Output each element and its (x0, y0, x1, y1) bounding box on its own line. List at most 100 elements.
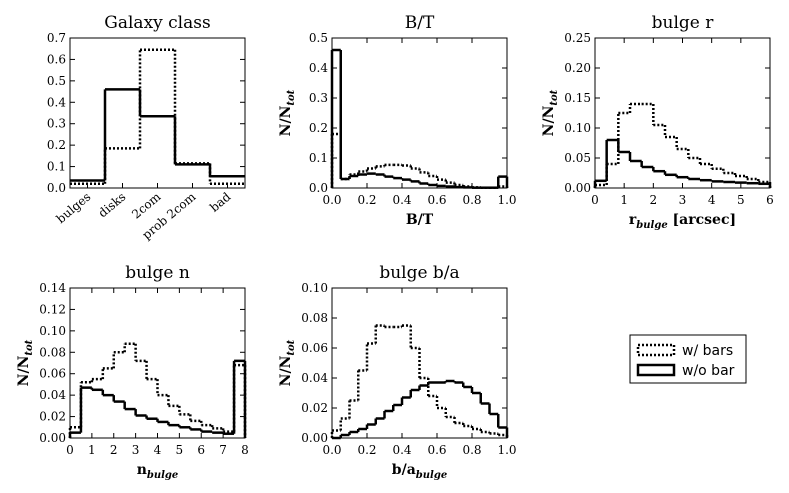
label-subscript: tot (24, 339, 35, 355)
y-tick-label: 0.10 (39, 324, 66, 338)
label-part: b/a (392, 462, 416, 478)
chart-title: bulge r (652, 13, 715, 33)
chart-title: Galaxy class (104, 13, 210, 33)
y-tick-label: 0.0 (309, 181, 328, 195)
x-tick-label: 0 (591, 193, 599, 207)
x-tick-label: 0.6 (427, 443, 446, 457)
legend-swatch (636, 343, 676, 357)
y-tick-label: 0.6 (47, 52, 66, 66)
x-tick-label: 4 (708, 193, 716, 207)
legend-label: w/ bars (682, 343, 733, 359)
y-tick-label: 0.04 (301, 371, 328, 385)
label-subscript: tot (286, 339, 297, 355)
x-tick-label: bad (207, 189, 233, 214)
y-tick-label: 0.08 (301, 311, 328, 325)
x-tick-label: 5 (737, 193, 745, 207)
chart-title: B/T (405, 13, 435, 33)
x-tick-label: 7 (219, 443, 227, 457)
axis-label: N/Ntot (16, 339, 35, 386)
x-tick-label: 6 (766, 193, 774, 207)
x-tick-label: 1.0 (497, 193, 516, 207)
label-subscript: tot (286, 89, 297, 105)
y-tick-label: 0.08 (39, 345, 66, 359)
legend-label: w/o bar (682, 363, 735, 379)
plot-frame (69, 37, 246, 189)
chart-title: bulge b/a (379, 263, 459, 283)
y-tick-label: 0.7 (47, 31, 66, 45)
x-tick-label: 5 (176, 443, 184, 457)
axis-label: b/abulge (392, 462, 447, 481)
y-tick-label: 0.4 (47, 95, 66, 109)
y-tick-label: 0.3 (47, 117, 66, 131)
label-part: N/N (16, 355, 32, 386)
x-tick-label: 8 (241, 443, 249, 457)
x-tick-label: 0.8 (462, 443, 481, 457)
label-subscript: bulge (636, 220, 667, 231)
label-part: B/T (406, 212, 434, 228)
y-tick-label: 0.00 (301, 431, 328, 445)
plot-frame (594, 37, 771, 189)
axis-label: nbulge (137, 462, 179, 481)
axis-label: B/T (406, 212, 434, 228)
x-tick-label: 0.4 (392, 443, 411, 457)
axis-label: N/Ntot (278, 339, 297, 386)
x-tick-label: 1 (620, 193, 628, 207)
x-tick-label: 2 (110, 443, 118, 457)
x-tick-label: 1.0 (497, 443, 516, 457)
label-part: N/N (541, 105, 557, 136)
y-tick-label: 0.0 (47, 181, 66, 195)
x-tick-label: 0.2 (357, 443, 376, 457)
label-subscript: bulge (147, 470, 178, 481)
y-tick-label: 0.02 (39, 410, 66, 424)
x-tick-label: disks (96, 190, 129, 221)
y-tick-label: 0.04 (39, 388, 66, 402)
plot-frame (331, 37, 508, 189)
y-tick-label: 0.06 (39, 367, 66, 381)
y-tick-label: 0.1 (309, 151, 328, 165)
x-tick-label: bulges (54, 190, 94, 227)
y-tick-label: 0.05 (564, 151, 591, 165)
plot-frame (331, 287, 508, 439)
y-tick-label: 0.00 (39, 431, 66, 445)
y-tick-label: 0.00 (564, 181, 591, 195)
x-tick-label: 0.2 (357, 193, 376, 207)
axis-label: N/Ntot (278, 89, 297, 136)
label-subscript: bulge (416, 470, 447, 481)
y-tick-label: 0.5 (47, 74, 66, 88)
y-tick-label: 0.02 (301, 401, 328, 415)
label-part: n (137, 462, 147, 478)
x-tick-label: 6 (197, 443, 205, 457)
y-tick-label: 0.12 (39, 302, 66, 316)
y-tick-label: 0.1 (47, 160, 66, 174)
chart-title: bulge n (125, 263, 190, 283)
x-tick-label: 2 (650, 193, 658, 207)
y-tick-label: 0.2 (309, 121, 328, 135)
label-part: N/N (278, 105, 294, 136)
x-tick-label: 1 (88, 443, 96, 457)
label-part: r (629, 212, 637, 228)
axis-label: N/Ntot (541, 89, 560, 136)
y-tick-label: 0.10 (301, 281, 328, 295)
axis-label: rbulge [arcsec] (629, 212, 736, 231)
y-tick-label: 0.25 (564, 31, 591, 45)
x-tick-label: 0.6 (427, 193, 446, 207)
y-tick-label: 0.10 (564, 121, 591, 135)
y-tick-label: 0.15 (564, 91, 591, 105)
x-tick-label: 0.4 (392, 193, 411, 207)
y-tick-label: 0.06 (301, 341, 328, 355)
x-tick-label: 3 (679, 193, 687, 207)
x-tick-label: 0 (66, 443, 74, 457)
legend-swatch (636, 363, 676, 377)
y-tick-label: 0.20 (564, 61, 591, 75)
y-tick-label: 0.3 (309, 91, 328, 105)
x-tick-label: 3 (132, 443, 140, 457)
x-tick-label: 4 (154, 443, 162, 457)
y-tick-label: 0.2 (47, 138, 66, 152)
plot-frame (69, 287, 246, 439)
label-part: N/N (278, 355, 294, 386)
y-tick-label: 0.14 (39, 281, 66, 295)
label-subscript: tot (549, 89, 560, 105)
x-tick-label: 0.0 (322, 193, 341, 207)
y-tick-label: 0.4 (309, 61, 328, 75)
